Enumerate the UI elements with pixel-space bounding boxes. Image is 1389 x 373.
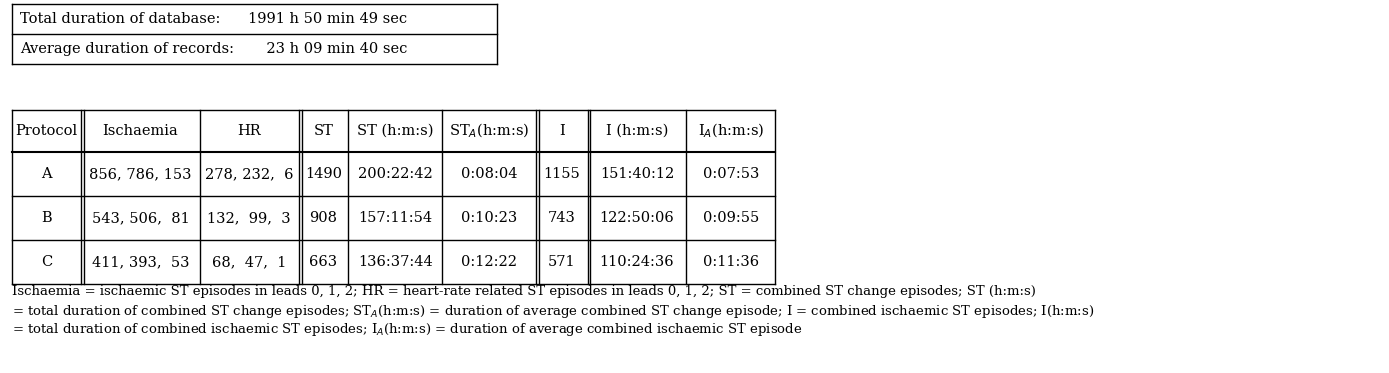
Text: 743: 743 xyxy=(547,211,576,225)
Text: ST$_A$(h:m:s): ST$_A$(h:m:s) xyxy=(449,122,529,140)
Text: I (h:m:s): I (h:m:s) xyxy=(606,124,668,138)
Text: 0:08:04: 0:08:04 xyxy=(461,167,517,181)
Text: 1155: 1155 xyxy=(543,167,581,181)
Text: ST: ST xyxy=(314,124,333,138)
Text: 856, 786, 153: 856, 786, 153 xyxy=(89,167,192,181)
Text: 0:12:22: 0:12:22 xyxy=(461,255,517,269)
Text: = total duration of combined ST change episodes; ST$_A$(h:m:s) = duration of ave: = total duration of combined ST change e… xyxy=(13,303,1095,320)
Text: Ischaemia = ischaemic ST episodes in leads 0, 1, 2; HR = heart-rate related ST e: Ischaemia = ischaemic ST episodes in lea… xyxy=(13,285,1036,298)
Text: 543, 506,  81: 543, 506, 81 xyxy=(92,211,189,225)
Text: C: C xyxy=(40,255,53,269)
Text: 0:07:53: 0:07:53 xyxy=(703,167,760,181)
Text: 663: 663 xyxy=(310,255,338,269)
Text: I$_A$(h:m:s): I$_A$(h:m:s) xyxy=(697,122,764,140)
Text: 0:11:36: 0:11:36 xyxy=(703,255,758,269)
Text: 571: 571 xyxy=(549,255,575,269)
Text: HR: HR xyxy=(238,124,261,138)
Text: 0:09:55: 0:09:55 xyxy=(703,211,758,225)
Text: 122:50:06: 122:50:06 xyxy=(600,211,674,225)
Text: B: B xyxy=(42,211,51,225)
Text: Total duration of database:      1991 h 50 min 49 sec: Total duration of database: 1991 h 50 mi… xyxy=(19,12,407,26)
Text: 68,  47,  1: 68, 47, 1 xyxy=(213,255,286,269)
Text: 151:40:12: 151:40:12 xyxy=(600,167,674,181)
Text: 278, 232,  6: 278, 232, 6 xyxy=(206,167,293,181)
Text: 411, 393,  53: 411, 393, 53 xyxy=(92,255,189,269)
Text: 136:37:44: 136:37:44 xyxy=(358,255,432,269)
Text: Average duration of records:       23 h 09 min 40 sec: Average duration of records: 23 h 09 min… xyxy=(19,42,407,56)
Text: 1490: 1490 xyxy=(306,167,342,181)
Text: Protocol: Protocol xyxy=(15,124,78,138)
Text: 908: 908 xyxy=(310,211,338,225)
Text: I: I xyxy=(558,124,565,138)
Text: = total duration of combined ischaemic ST episodes; I$_A$(h:m:s) = duration of a: = total duration of combined ischaemic S… xyxy=(13,321,803,338)
Text: 0:10:23: 0:10:23 xyxy=(461,211,517,225)
Text: 110:24:36: 110:24:36 xyxy=(600,255,674,269)
Text: ST (h:m:s): ST (h:m:s) xyxy=(357,124,433,138)
Text: Ischaemia: Ischaemia xyxy=(103,124,178,138)
Text: 200:22:42: 200:22:42 xyxy=(358,167,432,181)
Text: 157:11:54: 157:11:54 xyxy=(358,211,432,225)
Text: A: A xyxy=(42,167,51,181)
Text: 132,  99,  3: 132, 99, 3 xyxy=(207,211,292,225)
